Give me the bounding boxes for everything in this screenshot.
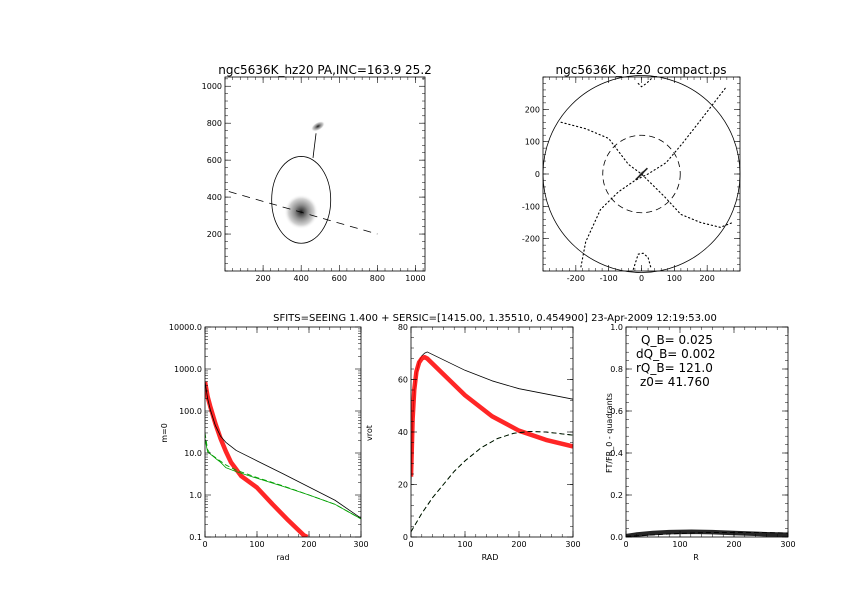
series-line (411, 431, 573, 532)
bar-feature (635, 167, 648, 181)
y-tick-label: 0.0 (610, 533, 623, 542)
plot-area: 0 100 200 300 0 20 40 60 80 (398, 323, 581, 549)
x-tick-label: 100 (249, 540, 264, 549)
series-group (205, 381, 361, 537)
x-tick-label: 0 (623, 540, 628, 549)
series-group (626, 529, 788, 537)
series-line (411, 431, 573, 532)
x-tick-label: 200 (726, 540, 741, 549)
y-tick-label: 600 (207, 156, 222, 165)
y-tick-label: 400 (207, 193, 222, 202)
y-tick-label: 0.2 (610, 491, 623, 500)
y-tick-label: 100 (525, 138, 540, 147)
panel-compact-image: ngc5636K_hz20_compact.ps -200 -100 0 100 200… (522, 63, 741, 283)
panel-compact-image-title: ngc5636K_hz20_compact.ps (556, 63, 727, 77)
plot-area: 0 100 200 300 0.1 1.0 10.0 100.0 1000.0 10000.0 (169, 323, 369, 549)
y-tick-label: 40 (398, 428, 408, 437)
y-tick-label: -100 (522, 202, 540, 211)
panel-galaxy-image-title: ngc5636K_hz20 PA,INC=163.9 25.2 (218, 63, 432, 77)
y-tick-label: 0 (535, 170, 540, 179)
y-tick-label: 0.8 (610, 365, 623, 374)
x-tick-label: 100 (667, 274, 682, 283)
pa-dashed-line (228, 191, 378, 235)
panel-galaxy-image: ngc5636K_hz20 PA,INC=163.9 25.2 200 400 60… (202, 63, 432, 283)
y-tick-label: 0.4 (610, 449, 623, 458)
series-line (205, 381, 361, 519)
y-tick-label: 200 (207, 230, 222, 239)
plot-frame (224, 76, 426, 272)
panel-quadrants: 0 100 200 300 0.0 0.2 0.4 0.6 0.8 1.0 R FT/FR_0 -… (605, 323, 796, 562)
dashed-circle (602, 134, 681, 214)
dotted-curve (560, 121, 734, 228)
y-axis-label: vrot (365, 425, 374, 441)
y-tick-label: 100.0 (179, 407, 202, 416)
y-axis-label: FT/FR_0 - quadrants (605, 393, 614, 473)
x-tick-label: -200 (567, 274, 585, 283)
series-line (411, 354, 573, 477)
x-tick-label: 200 (255, 274, 270, 283)
y-tick-label: 0.6 (610, 407, 623, 416)
x-tick-label: 600 (332, 274, 347, 283)
y-tick-label: 10.0 (184, 449, 202, 458)
connector-line (312, 133, 317, 158)
y-tick-label: 200 (525, 105, 540, 114)
plot-area: 200 400 600 800 1000 200 400 600 800 1000 (202, 76, 426, 283)
dotted-curve (637, 78, 652, 88)
x-tick-label: 200 (511, 540, 526, 549)
plot-frame (625, 326, 789, 538)
isophote-ellipse (271, 156, 332, 244)
x-tick-label: 0 (408, 540, 413, 549)
plot-area: 0 100 200 300 0.0 0.2 0.4 0.6 0.8 1.0 (610, 323, 795, 549)
x-tick-label: 300 (780, 540, 795, 549)
figure-header: SFITS=SEEING 1.400 + SERSIC=[1415.00, 1.… (273, 313, 717, 324)
series-line (205, 381, 309, 537)
series-line (205, 432, 361, 520)
x-tick-label: 200 (301, 540, 316, 549)
series-group (411, 351, 573, 532)
series-line (205, 438, 361, 520)
dotted-curve (632, 252, 652, 270)
x-tick-label: 800 (370, 274, 385, 283)
annotation-q-b: Q_B= 0.025 (641, 333, 713, 347)
y-tick-label: 0.1 (189, 533, 202, 542)
plot-area: -200 -100 0 100 200 -200 -100 0 100 200 (522, 75, 741, 283)
x-tick-label: 200 (700, 274, 715, 283)
x-axis-label: R (693, 553, 699, 562)
plot-frame (204, 326, 362, 538)
x-axis-label: rad (276, 553, 289, 562)
dotted-curve (580, 87, 726, 269)
annotation-z0: z0= 41.760 (640, 375, 710, 389)
x-axis-label: RAD (482, 553, 499, 562)
y-tick-label: -200 (522, 235, 540, 244)
x-tick-label: 300 (565, 540, 580, 549)
y-axis-label: m=0 (160, 423, 169, 443)
companion-blob (311, 121, 325, 132)
y-tick-label: 1000 (202, 82, 222, 91)
x-tick-label: 100 (672, 540, 687, 549)
x-tick-label: 1000 (405, 274, 425, 283)
y-tick-label: 800 (207, 119, 222, 128)
plot-frame (410, 326, 574, 538)
x-tick-label: 0 (639, 274, 644, 283)
x-tick-label: -100 (600, 274, 618, 283)
x-tick-label: 400 (294, 274, 309, 283)
y-tick-label: 1.0 (610, 323, 623, 332)
x-tick-label: 100 (457, 540, 472, 549)
y-tick-label: 1000.0 (174, 365, 202, 374)
y-tick-label: 0 (403, 533, 408, 542)
panel-m0-profile: 0 100 200 300 0.1 1.0 10.0 100.0 1000.0 10000.0 r… (160, 323, 369, 562)
annotation-dq-b: dQ_B= 0.002 (636, 347, 716, 361)
series-line (626, 529, 788, 537)
panel-rotation-curve: 0 100 200 300 0 20 40 60 80 RAD vrot (365, 323, 581, 562)
y-tick-label: 1.0 (189, 491, 202, 500)
x-tick-label: 300 (353, 540, 368, 549)
series-line (626, 531, 788, 537)
x-tick-label: 0 (202, 540, 207, 549)
y-tick-label: 20 (398, 481, 408, 490)
y-tick-label: 80 (398, 323, 408, 332)
y-tick-label: 60 (398, 376, 408, 385)
y-tick-label: 10000.0 (169, 323, 202, 332)
annotation-rq-b: rQ_B= 121.0 (636, 361, 713, 375)
